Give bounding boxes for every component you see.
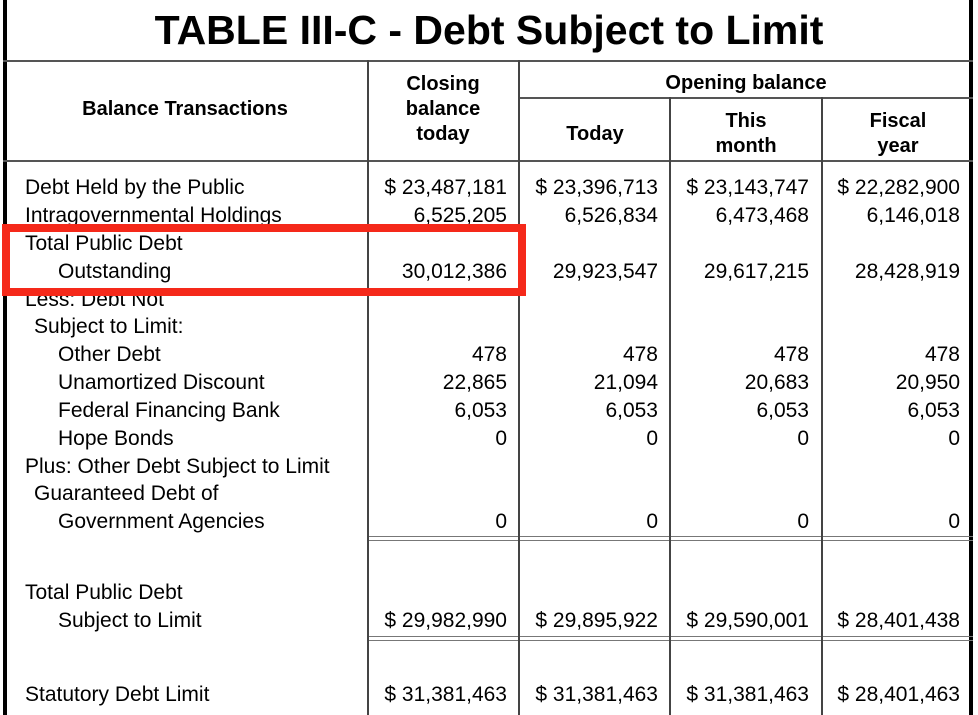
cell-value: 478 xyxy=(622,343,658,366)
header-opening: Opening balance xyxy=(665,72,827,94)
row-label: Hope Bonds xyxy=(58,427,174,450)
cell-value: 20,683 xyxy=(744,371,809,394)
cell-value: $ 28,401,463 xyxy=(837,683,960,706)
cell-value: 30,012,386 xyxy=(401,260,507,283)
cell-value: $ 23,396,713 xyxy=(535,176,658,199)
row-label: Outstanding xyxy=(58,260,172,283)
row-label: Total Public Debt xyxy=(25,232,183,255)
cell-value: $ 29,590,001 xyxy=(686,609,809,632)
row-label: Government Agencies xyxy=(58,510,265,533)
header-closing: Closing balance today xyxy=(405,73,481,145)
row-label: Other Debt xyxy=(58,343,161,366)
column-divider xyxy=(367,60,369,715)
cell-value: $ 31,381,463 xyxy=(384,683,507,706)
cell-value: 6,473,468 xyxy=(715,204,809,227)
cell-value: 0 xyxy=(948,510,960,533)
cell-value: $ 29,982,990 xyxy=(384,609,507,632)
cell-value: 22,865 xyxy=(442,371,507,394)
cell-value: 28,428,919 xyxy=(854,260,960,283)
highlight-box xyxy=(2,224,526,296)
divider xyxy=(3,60,973,62)
cell-value: 0 xyxy=(797,427,809,450)
column-divider xyxy=(821,97,823,715)
row-label: Plus: Other Debt Subject to Limit xyxy=(25,455,330,478)
header-fiscal-year: Fiscal year xyxy=(869,110,927,157)
row-label: Guaranteed Debt of xyxy=(34,482,219,505)
cell-value: 0 xyxy=(495,510,507,533)
header-this-month: This month xyxy=(715,110,777,157)
page-title: TABLE III-C - Debt Subject to Limit xyxy=(154,7,824,53)
cell-value: $ 29,895,922 xyxy=(535,609,658,632)
cell-value: 0 xyxy=(948,427,960,450)
row-label: Statutory Debt Limit xyxy=(25,683,210,706)
column-divider xyxy=(669,97,671,715)
cell-value: 21,094 xyxy=(593,371,658,394)
cell-value: 6,053 xyxy=(454,399,507,422)
cell-value: 0 xyxy=(797,510,809,533)
row-label: Total Public Debt xyxy=(25,581,183,604)
cell-value: 29,617,215 xyxy=(703,260,809,283)
row-label: Intragovernmental Holdings xyxy=(25,204,282,227)
cell-value: $ 23,143,747 xyxy=(686,176,809,199)
cell-value: 478 xyxy=(924,343,960,366)
row-label: Debt Held by the Public xyxy=(25,176,245,199)
column-divider xyxy=(518,60,520,715)
cell-value: $ 22,282,900 xyxy=(837,176,960,199)
cell-value: $ 31,381,463 xyxy=(535,683,658,706)
row-label: Subject to Limit xyxy=(58,609,202,632)
header-balance-transactions: Balance Transactions xyxy=(82,98,288,120)
cell-value: $ 23,487,181 xyxy=(384,176,507,199)
cell-value: 0 xyxy=(646,510,658,533)
cell-value: 6,053 xyxy=(907,399,960,422)
cell-value: 20,950 xyxy=(895,371,960,394)
header-today: Today xyxy=(566,123,624,145)
divider xyxy=(519,97,973,99)
cell-value: $ 31,381,463 xyxy=(686,683,809,706)
cell-value: 478 xyxy=(773,343,809,366)
cell-value: 29,923,547 xyxy=(552,260,658,283)
cell-value: 6,053 xyxy=(756,399,809,422)
cell-value: 6,146,018 xyxy=(866,204,960,227)
cell-value: 6,053 xyxy=(605,399,658,422)
row-label: Subject to Limit: xyxy=(34,315,184,338)
cell-value: 6,526,834 xyxy=(564,204,658,227)
cell-value: 0 xyxy=(646,427,658,450)
divider xyxy=(3,160,973,162)
cell-value: 0 xyxy=(495,427,507,450)
cell-value: 6,525,205 xyxy=(413,204,507,227)
cell-value: 478 xyxy=(471,343,507,366)
row-label: Unamortized Discount xyxy=(58,371,265,394)
table-frame xyxy=(3,0,973,715)
cell-value: $ 28,401,438 xyxy=(837,609,960,632)
row-label: Federal Financing Bank xyxy=(58,399,280,422)
